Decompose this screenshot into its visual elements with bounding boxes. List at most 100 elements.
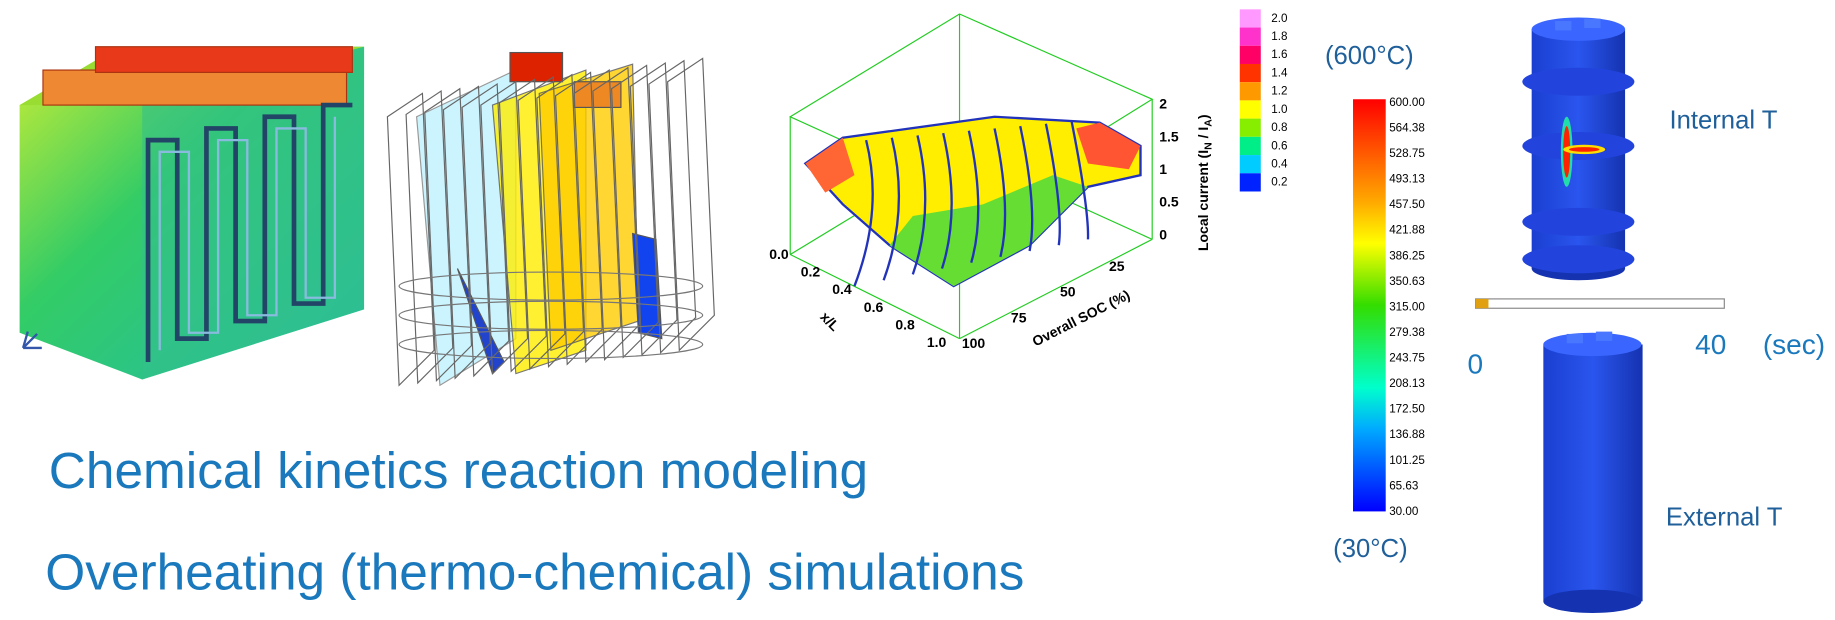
- caption: Overheating (thermo-chemical) simulation…: [45, 543, 1024, 601]
- contour: [967, 130, 980, 264]
- plate: [554, 71, 603, 366]
- legend-label: 0.4: [1271, 157, 1288, 170]
- soc-tick-label: 75: [1011, 309, 1027, 325]
- legend-swatch: [1239, 136, 1261, 156]
- legend-swatch: [1239, 155, 1261, 174]
- legend-swatch: [1239, 45, 1261, 64]
- plate: [461, 83, 510, 378]
- temperature-colorbar: [1353, 99, 1386, 512]
- temperature-tick: 243.75: [1389, 352, 1425, 365]
- contour: [882, 137, 901, 281]
- soc-tick-label: 100: [962, 335, 986, 351]
- time-end: 40: [1695, 329, 1726, 360]
- time-unit: (sec): [1763, 329, 1825, 360]
- temperature-tick: 457.50: [1389, 198, 1425, 211]
- soc-axis-label: Overall SOC (%): [1030, 286, 1133, 349]
- z-tick-label: 0: [1159, 226, 1167, 242]
- plate: [536, 73, 585, 368]
- plate: [592, 66, 641, 361]
- legend-label: 1.8: [1271, 30, 1287, 43]
- plate: [424, 87, 473, 382]
- temperature-tick: 421.88: [1389, 224, 1425, 237]
- plate: [648, 59, 697, 354]
- temperature-tick: 30.00: [1389, 505, 1419, 518]
- surface-plot: [788, 13, 1154, 340]
- plate: [480, 80, 529, 375]
- plate: [498, 78, 547, 373]
- legend-label: 2.0: [1271, 12, 1288, 25]
- internal-cell: [1522, 17, 1635, 281]
- soc-tick-label: 50: [1060, 284, 1076, 300]
- min-temp-label: (30°C): [1333, 535, 1407, 563]
- plate: [667, 57, 715, 352]
- x-tick-label: 1.0: [927, 334, 947, 350]
- z-axis-label: Local current (IN / IA): [1195, 114, 1215, 251]
- temperature-tick: 315.00: [1389, 300, 1425, 313]
- legend-swatch: [1239, 118, 1261, 137]
- legend-label: 0.6: [1271, 139, 1287, 152]
- coil: [398, 271, 704, 301]
- plate: [610, 64, 659, 359]
- time-bar: [1475, 298, 1725, 309]
- temperature-tick: 172.50: [1389, 403, 1425, 416]
- x-tick-label: 0.4: [832, 281, 852, 297]
- legend-swatch: [1239, 63, 1261, 83]
- legend-label: 0.8: [1271, 121, 1287, 134]
- legend-swatch: [1239, 173, 1261, 192]
- x-tick-label: 0.6: [864, 299, 884, 315]
- contour: [1019, 125, 1034, 252]
- external-cell: [1543, 331, 1643, 613]
- external-label: External T: [1666, 503, 1783, 531]
- temperature-tick: 493.13: [1389, 173, 1425, 186]
- internal-label: Internal T: [1669, 106, 1777, 134]
- coil: [398, 300, 704, 330]
- plate: [405, 90, 454, 385]
- x-tick-label: 0.8: [895, 316, 915, 332]
- current-legend: 2.0 1.8 1.6 1.4 1.2 1.0 0.8 0.6 0.4 0.2: [1239, 9, 1288, 192]
- legend-label: 0.2: [1271, 176, 1287, 189]
- contour: [911, 135, 927, 275]
- contour: [993, 128, 1007, 258]
- x-tick-label: 0.0: [769, 246, 789, 262]
- temperature-tick: 65.63: [1389, 479, 1418, 492]
- max-temp-label: (600°C): [1325, 42, 1414, 70]
- legend-label: 1.2: [1271, 85, 1287, 98]
- x-tick-label: 0.2: [801, 264, 821, 280]
- plate: [386, 92, 435, 387]
- x-axis-label: x/L: [817, 308, 843, 334]
- temperature-tick: 279.38: [1389, 326, 1425, 339]
- temperature-tick: 528.75: [1389, 147, 1425, 160]
- caption: Chemical kinetics reaction modeling: [49, 441, 868, 499]
- coil: [398, 329, 704, 360]
- temperature-tick: 564.38: [1389, 121, 1425, 134]
- legend-swatch: [1239, 9, 1261, 28]
- contour: [1044, 123, 1061, 246]
- z-tick-label: 0.5: [1159, 194, 1179, 210]
- legend-swatch: [1239, 27, 1261, 46]
- legend-label: 1.6: [1271, 48, 1287, 61]
- contour: [940, 132, 953, 269]
- legend-label: 1.0: [1271, 103, 1288, 116]
- legend-swatch: [1239, 82, 1261, 101]
- legend-label: 1.4: [1271, 66, 1288, 79]
- z-tick-label: 1.5: [1159, 128, 1179, 144]
- axis-ticks: 0.0 0.2 0.4 0.6 0.8 1.0 25 50 75 100 2 1.5 1 0.5 0: [769, 96, 1179, 351]
- plate-outlines: [386, 57, 715, 387]
- time-progress: [1475, 298, 1489, 309]
- soc-tick-label: 25: [1109, 258, 1125, 274]
- temperature-ticks: 600.00 564.38 528.75 493.13 457.50 421.88 386.…: [1389, 96, 1425, 518]
- temperature-tick: 350.63: [1389, 275, 1425, 288]
- contour: [1070, 121, 1090, 240]
- z-tick-label: 2: [1159, 96, 1167, 112]
- battery-module: [19, 46, 365, 380]
- temperature-tick: 136.88: [1389, 428, 1425, 441]
- plate: [517, 76, 566, 371]
- plate: [442, 85, 491, 380]
- plate: [629, 61, 678, 357]
- temperature-tick: 386.25: [1389, 249, 1425, 262]
- legend-swatch: [1239, 100, 1261, 119]
- time-start: 0: [1467, 349, 1483, 380]
- z-tick-label: 1: [1159, 161, 1167, 177]
